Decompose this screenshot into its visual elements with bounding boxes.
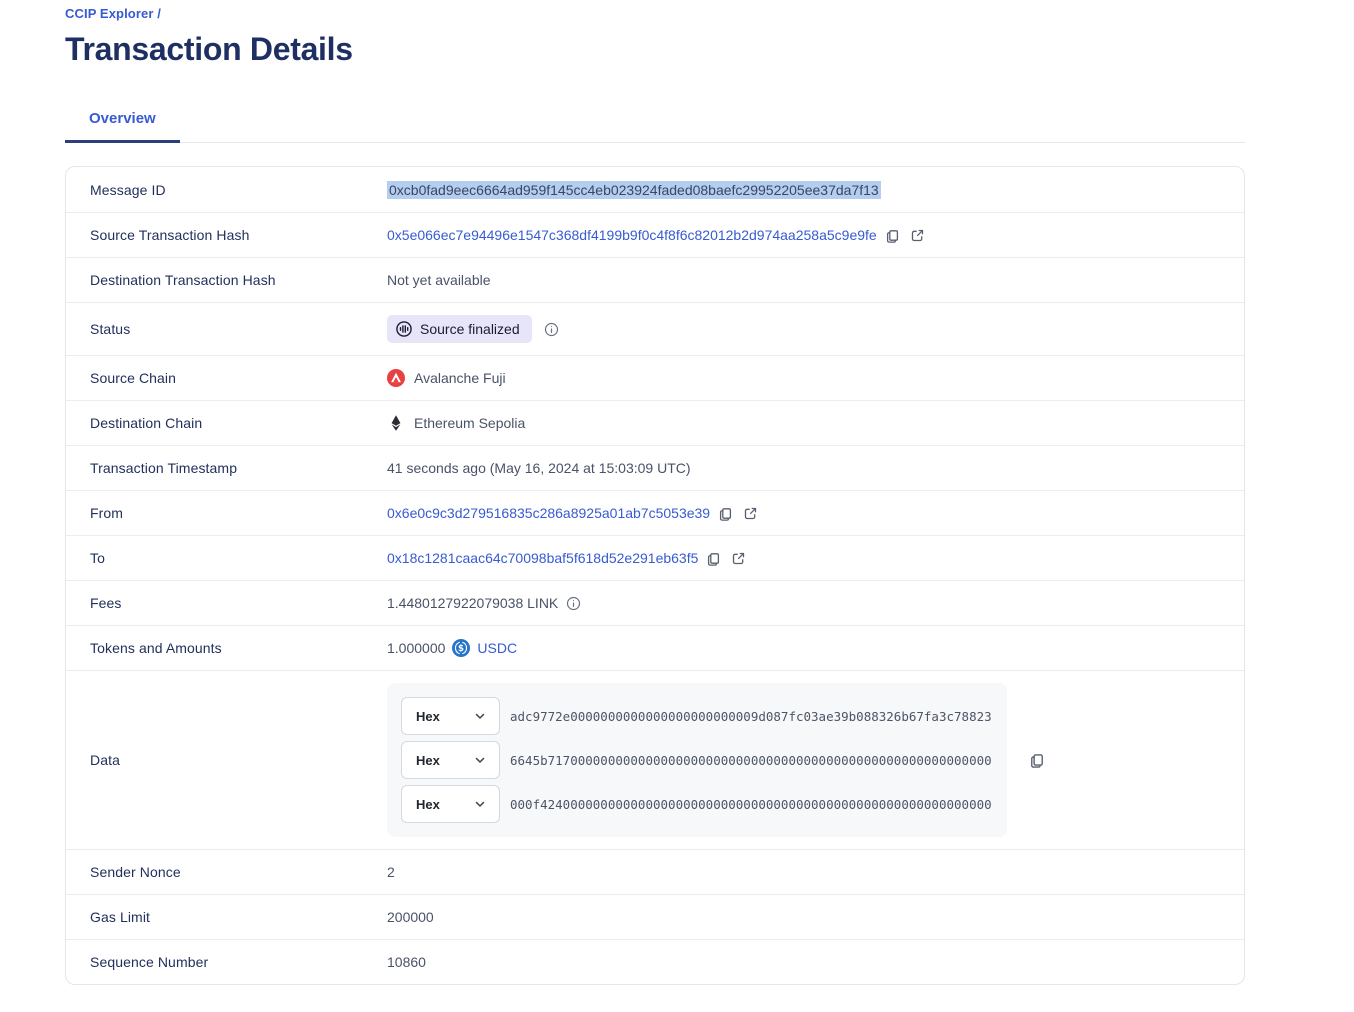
gas-limit-value: 200000 (387, 909, 434, 925)
info-icon[interactable] (566, 596, 581, 611)
data-format-select[interactable]: Hex (401, 785, 500, 823)
chevron-down-icon (473, 797, 487, 811)
table-row-fees: Fees 1.4480127922079038 LINK (66, 580, 1244, 625)
chevron-down-icon (473, 753, 487, 767)
copy-icon[interactable] (718, 506, 733, 521)
table-row-source-tx-hash: Source Transaction Hash 0x5e066ec7e94496… (66, 212, 1244, 257)
from-address-link[interactable]: 0x6e0c9c3d279516835c286a8925a01ab7c5053e… (387, 505, 711, 521)
breadcrumb-separator: / (157, 6, 161, 21)
row-label: From (90, 505, 124, 521)
row-label: Transaction Timestamp (90, 460, 238, 476)
row-label: Data (90, 752, 120, 768)
finality-icon (395, 320, 413, 338)
external-link-icon[interactable] (731, 551, 746, 566)
data-hex-line: 6645b71700000000000000000000000000000000… (510, 752, 992, 768)
source-chain-value: Avalanche Fuji (387, 369, 506, 387)
data-hex-line: adc9772e0000000000000000000000009d087fc0… (510, 708, 992, 724)
copy-icon[interactable] (1029, 752, 1045, 768)
row-label: Sequence Number (90, 954, 209, 970)
table-row-sequence-number: Sequence Number 10860 (66, 939, 1244, 984)
message-id-value: 0xcb0fad9eec6664ad959f145cc4eb023924fade… (387, 180, 881, 199)
page-title: Transaction Details (65, 31, 353, 67)
to-address-link[interactable]: 0x18c1281caac64c70098baf5f618d52e291eb63… (387, 550, 699, 566)
transaction-details-page: CCIP Explorer / Transaction Details Over… (65, 0, 1245, 985)
row-label: Destination Transaction Hash (90, 272, 276, 288)
usdc-icon: $ (452, 639, 471, 657)
sender-nonce-value: 2 (387, 864, 395, 880)
table-row-from: From 0x6e0c9c3d279516835c286a8925a01ab7c… (66, 490, 1244, 535)
row-label: Destination Chain (90, 415, 203, 431)
timestamp-value: 41 seconds ago (May 16, 2024 at 15:03:09… (387, 460, 691, 476)
row-label: Source Transaction Hash (90, 227, 250, 243)
transaction-details-table: Message ID 0xcb0fad9eec6664ad959f145cc4e… (65, 166, 1245, 985)
table-row-sender-nonce: Sender Nonce 2 (66, 849, 1244, 894)
row-label: Sender Nonce (90, 864, 181, 880)
token-amount: 1.000000 (387, 640, 446, 656)
data-line: Hex 000f42400000000000000000000000000000… (401, 785, 993, 823)
dest-chain-name: Ethereum Sepolia (414, 415, 526, 431)
status-badge: Source finalized (387, 315, 532, 343)
data-format-select[interactable]: Hex (401, 741, 500, 779)
table-row-dest-chain: Destination Chain Ethereum Sepolia (66, 400, 1244, 445)
table-row-source-chain: Source Chain Avalanche Fuji (66, 355, 1244, 400)
table-row-data: Data Hex adc9772e00000000000000000000000… (66, 670, 1244, 849)
ethereum-icon (387, 414, 405, 432)
data-line: Hex adc9772e0000000000000000000000009d08… (401, 697, 993, 735)
source-chain-name: Avalanche Fuji (414, 370, 506, 386)
token-amount-value: 1.000000 $ USDC (387, 639, 517, 657)
table-row-tokens: Tokens and Amounts 1.000000 $ USDC (66, 625, 1244, 670)
row-label: To (90, 550, 105, 566)
row-label: Message ID (90, 181, 166, 198)
data-format-select[interactable]: Hex (401, 697, 500, 735)
svg-text:$: $ (458, 644, 464, 654)
data-hex-line: 000f424000000000000000000000000000000000… (510, 796, 992, 812)
breadcrumb: CCIP Explorer / (65, 6, 1245, 21)
tab-overview[interactable]: Overview (65, 110, 180, 143)
dest-chain-value: Ethereum Sepolia (387, 414, 525, 432)
sequence-number-value: 10860 (387, 954, 426, 970)
table-row-dest-tx-hash: Destination Transaction Hash Not yet ava… (66, 257, 1244, 302)
external-link-icon[interactable] (910, 228, 925, 243)
dest-tx-hash-value: Not yet available (387, 272, 491, 288)
copy-icon[interactable] (706, 551, 721, 566)
data-format-value: Hex (416, 796, 440, 812)
chevron-down-icon (473, 709, 487, 723)
data-format-value: Hex (416, 708, 440, 724)
table-row-to: To 0x18c1281caac64c70098baf5f618d52e291e… (66, 535, 1244, 580)
token-symbol-link[interactable]: USDC (477, 640, 518, 656)
data-format-value: Hex (416, 752, 440, 768)
row-label: Tokens and Amounts (90, 640, 222, 656)
row-label: Gas Limit (90, 909, 151, 925)
table-row-timestamp: Transaction Timestamp 41 seconds ago (Ma… (66, 445, 1244, 490)
table-row-message-id: Message ID 0xcb0fad9eec6664ad959f145cc4e… (66, 167, 1244, 212)
table-row-gas-limit: Gas Limit 200000 (66, 894, 1244, 939)
source-tx-hash-link[interactable]: 0x5e066ec7e94496e1547c368df4199b9f0c4f8f… (387, 227, 877, 243)
status-badge-label: Source finalized (420, 321, 520, 337)
external-link-icon[interactable] (743, 506, 758, 521)
data-line: Hex 6645b7170000000000000000000000000000… (401, 741, 993, 779)
row-label: Source Chain (90, 370, 177, 386)
row-label: Fees (90, 595, 122, 611)
fees-value: 1.4480127922079038 LINK (387, 595, 559, 611)
breadcrumb-link-ccip-explorer[interactable]: CCIP Explorer (65, 6, 154, 21)
tab-bar: Overview (65, 110, 1245, 143)
avalanche-icon (387, 369, 405, 387)
row-label: Status (90, 321, 131, 337)
copy-icon[interactable] (885, 228, 900, 243)
table-row-status: Status Source finalized (66, 302, 1244, 355)
data-hex-block: Hex adc9772e0000000000000000000000009d08… (387, 683, 1007, 837)
info-icon[interactable] (544, 322, 559, 337)
